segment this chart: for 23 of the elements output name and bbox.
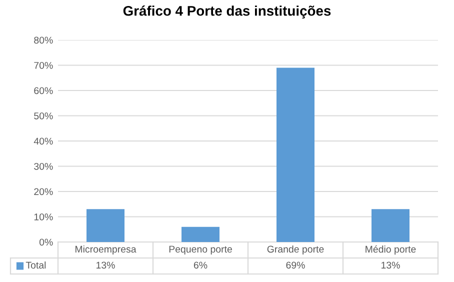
text: 13%	[96, 262, 115, 269]
x-tick-label: Pequeno porte	[169, 246, 232, 255]
bar	[372, 209, 410, 242]
bar	[276, 68, 314, 242]
y-tick-label: 70%	[34, 62, 53, 69]
x-tick-label: Microempresa	[76, 245, 136, 255]
text: 6%	[194, 262, 208, 269]
bar	[182, 226, 220, 242]
y-tick-label: 0%	[39, 238, 53, 246]
y-tick-label: 10%	[34, 213, 53, 220]
y-tick-label: 30%	[34, 162, 53, 170]
text: 13%	[382, 262, 400, 269]
text: 69%	[286, 262, 305, 269]
y-tick-label: 80%	[34, 36, 53, 44]
bar	[86, 209, 124, 242]
x-tick-label: Médio porte	[366, 245, 416, 255]
chart-title: Gráfico 4 Porte das instituições	[123, 5, 331, 19]
y-tick-label: 40%	[34, 138, 53, 145]
x-tick-label: Grande porte	[267, 245, 324, 255]
legend-label: Total	[26, 261, 46, 269]
y-tick-label: 60%	[34, 87, 53, 94]
y-tick-label: 20%	[34, 188, 53, 196]
y-tick-label: 50%	[34, 112, 53, 120]
